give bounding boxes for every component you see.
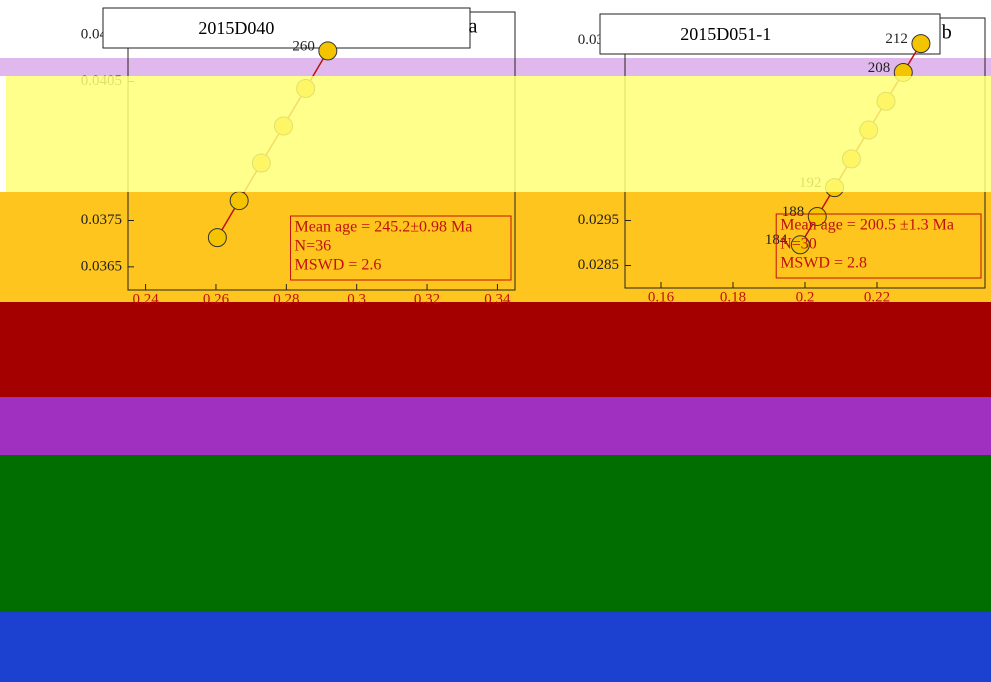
concordia-point [911,34,931,54]
band [0,455,991,612]
age-label: 260 [292,38,315,54]
concordia-point [790,235,810,255]
x-tick-label: 0.22 [864,289,890,305]
sample-name: 2015D051-1 [680,24,771,44]
y-tick-label: 0.0365 [81,258,122,274]
y-tick-label: 0.0295 [578,212,619,228]
band [0,192,991,302]
age-label: 188 [782,204,805,220]
annotation-box [775,213,982,279]
annotation: N=36 [295,238,332,255]
age-label: 212 [885,31,908,47]
concordia-point [207,228,227,248]
band [0,302,991,397]
annotation-box [290,215,512,281]
x-tick-label: 0.26 [203,291,230,307]
y-tick-label: 0.0285 [578,257,619,273]
y-tick-label: 0.0375 [81,212,122,228]
panel-label: a [469,16,478,38]
sample-name: 2015D040 [198,18,274,38]
band [0,58,991,76]
annotation: N=30 [780,236,817,253]
title-box [102,7,471,49]
band [0,612,991,682]
glitch-band [6,76,991,192]
panel-label: b [942,22,952,44]
annotation: MSWD = 2.6 [295,257,382,274]
band [0,397,991,455]
x-tick-label: 0.34 [484,291,511,307]
annotation: Mean age = 200.5 ±1.3 Ma [780,217,954,234]
concordia-point [229,191,249,211]
annotation: MSWD = 2.8 [780,255,867,272]
x-tick-label: 0.28 [273,291,299,307]
x-tick-label: 0.2 [796,289,815,305]
annotation: Mean age = 245.2±0.98 Ma [295,219,473,236]
x-tick-label: 0.16 [648,289,675,305]
x-tick-label: 0.18 [720,289,746,305]
age-label: 208 [868,60,891,76]
x-tick-label: 0.24 [132,291,159,307]
x-tick-label: 0.32 [414,291,440,307]
concordia-point [318,41,338,61]
x-tick-label: 0.3 [347,291,366,307]
concordia-point [807,206,827,226]
title-box [599,13,941,55]
